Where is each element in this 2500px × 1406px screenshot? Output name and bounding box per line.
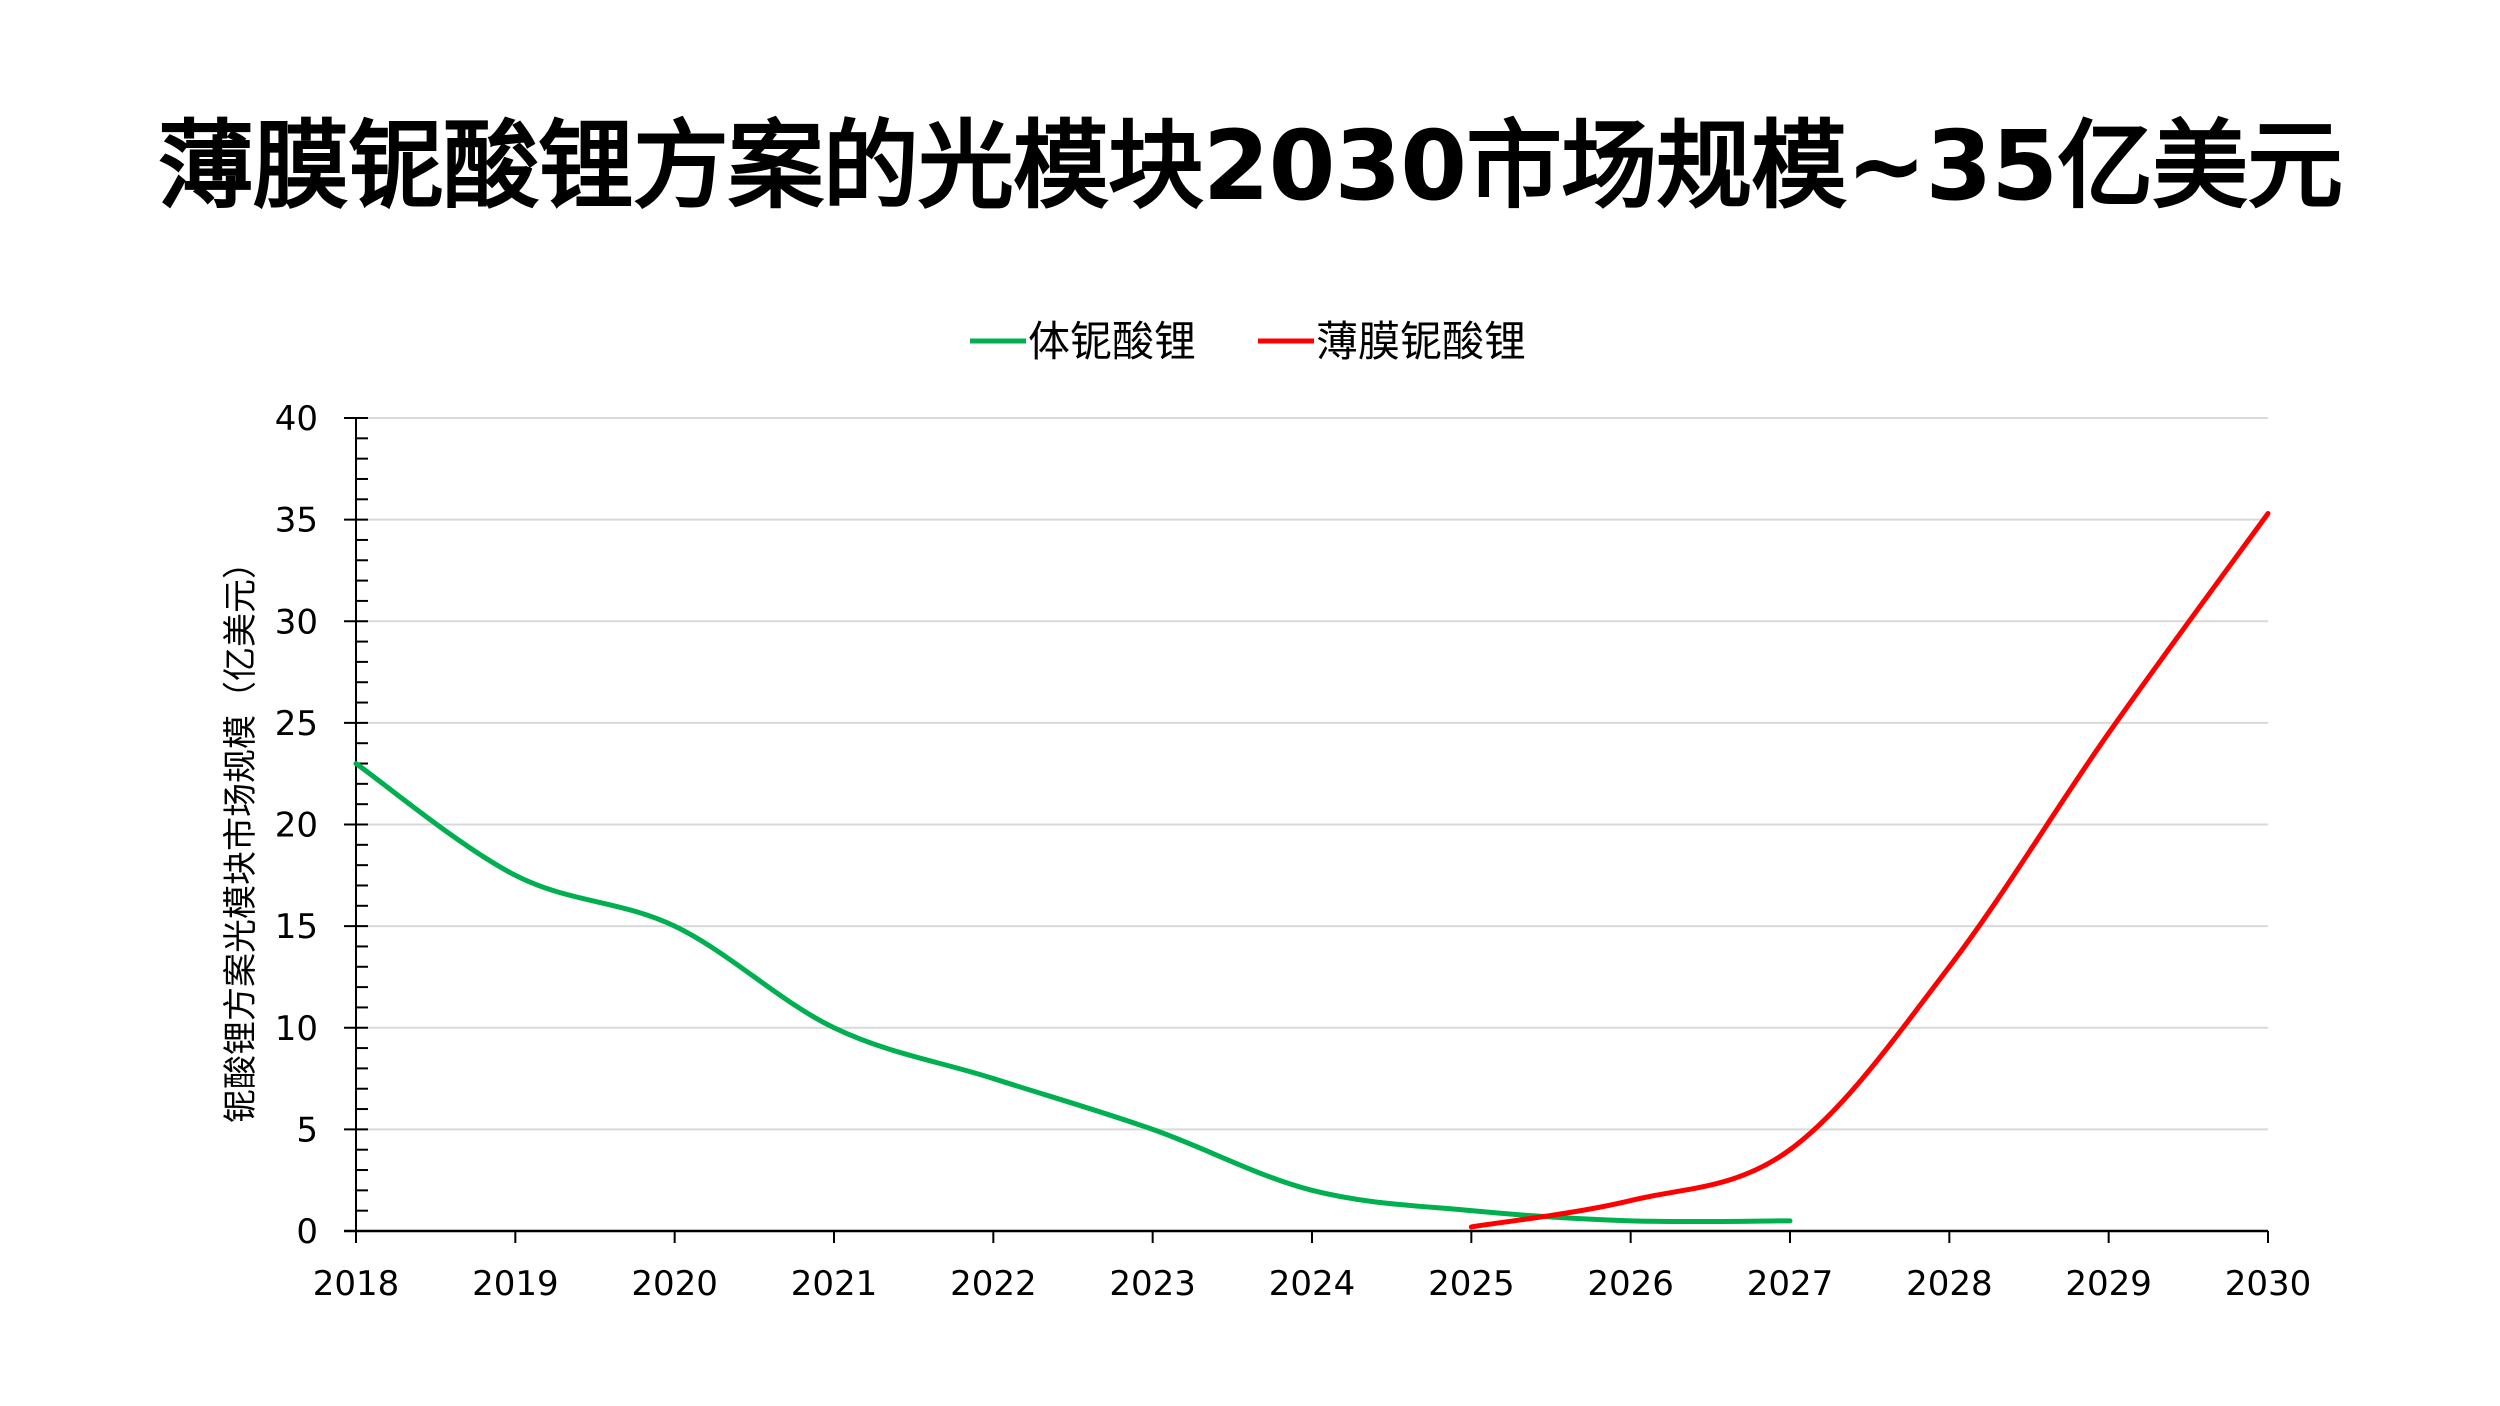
y-tick-label: 10 <box>275 1009 318 1049</box>
x-tick-label: 2025 <box>1428 1264 1515 1304</box>
y-tick-label: 5 <box>296 1110 318 1150</box>
legend-label-2: 薄膜铌酸锂 <box>1316 317 1526 366</box>
x-tick-label: 2019 <box>472 1264 559 1304</box>
x-tick-label: 2021 <box>791 1264 878 1304</box>
series-line-1 <box>353 761 1793 1225</box>
x-tick-label: 2029 <box>2065 1264 2152 1304</box>
y-tick-label: 30 <box>275 602 318 642</box>
x-tick-label: 2023 <box>1109 1264 1196 1304</box>
series-line-2 <box>1468 511 2271 1230</box>
x-tick-label: 2018 <box>313 1264 400 1304</box>
x-tick-label: 2027 <box>1747 1264 1834 1304</box>
y-tick-label: 25 <box>275 704 318 744</box>
y-tick-label: 15 <box>275 907 318 947</box>
x-tick-label: 2030 <box>2225 1264 2312 1304</box>
x-tick-label: 2026 <box>1587 1264 1674 1304</box>
y-tick-label: 20 <box>275 806 318 846</box>
chart-title: 薄膜铌酸锂方案的光模块2030市场规模~35亿美元 <box>157 110 2343 222</box>
y-tick-label: 40 <box>275 399 318 439</box>
x-tick-label: 2028 <box>1906 1264 1993 1304</box>
x-tick-label: 2022 <box>950 1264 1037 1304</box>
y-tick-label: 35 <box>275 501 318 541</box>
legend-label-1: 体铌酸锂 <box>1028 317 1196 366</box>
y-axis-title: 铌酸锂方案光模块市场规模（亿美元） <box>221 545 261 1123</box>
x-tick-label: 2024 <box>1269 1264 1356 1304</box>
y-tick-label: 0 <box>296 1212 318 1252</box>
x-tick-label: 2020 <box>631 1264 718 1304</box>
